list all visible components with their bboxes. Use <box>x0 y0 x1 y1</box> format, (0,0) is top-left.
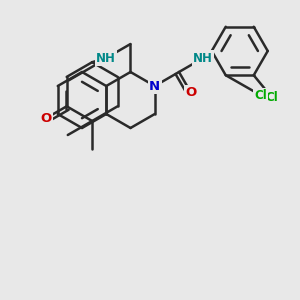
Text: O: O <box>40 112 52 125</box>
Text: O: O <box>185 86 197 99</box>
Text: NH: NH <box>193 52 213 64</box>
Text: Cl: Cl <box>254 89 267 102</box>
Text: N: N <box>149 80 160 92</box>
Text: Cl: Cl <box>266 91 278 104</box>
Text: NH: NH <box>96 52 116 64</box>
